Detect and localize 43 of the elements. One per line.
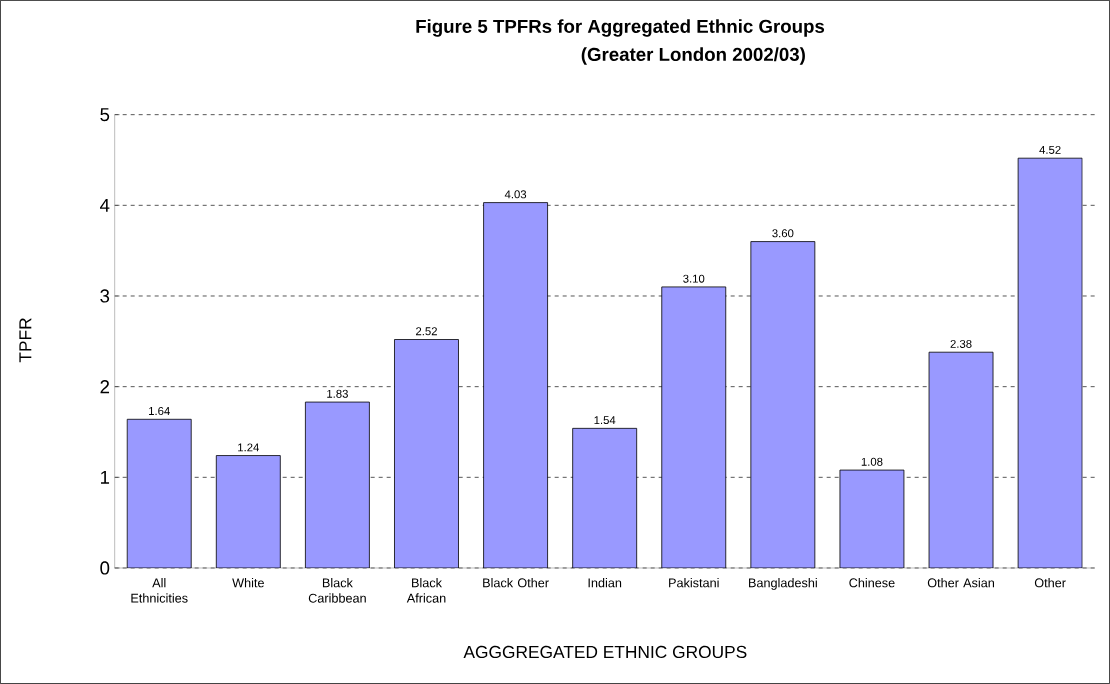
- bar: [839, 469, 905, 568]
- bar: [572, 427, 638, 568]
- y-tick-label: 3: [100, 289, 110, 303]
- data-label: 3.60: [772, 229, 794, 238]
- data-label: 4.52: [1039, 145, 1061, 154]
- x-tick-label: All Ethnicities: [131, 578, 188, 603]
- data-label: 2.38: [950, 339, 972, 348]
- x-tick-label: Pakistani: [669, 578, 719, 588]
- data-label: 1.64: [149, 407, 170, 416]
- y-tick-label: 5: [100, 108, 110, 122]
- x-tick-label: Black African: [406, 578, 446, 603]
- bar: [661, 286, 727, 568]
- y-axis-title: TPFR: [19, 318, 32, 363]
- x-tick-label: Indian: [588, 578, 622, 588]
- bar: [1017, 157, 1083, 568]
- data-label: 3.10: [683, 274, 705, 283]
- x-tick-label: Other Asian: [927, 578, 995, 588]
- bar: [126, 418, 192, 568]
- bar: [483, 202, 548, 568]
- data-label: 2.52: [416, 327, 437, 336]
- data-label: 4.03: [504, 190, 527, 199]
- y-tick-label: 2: [100, 380, 110, 394]
- bar: [215, 455, 281, 568]
- x-tick-label: White: [232, 578, 264, 588]
- bar: [750, 241, 816, 568]
- y-tick-label: 4: [100, 198, 110, 212]
- bar: [305, 401, 370, 568]
- chart-subtitle: (Greater London 2002/03): [581, 47, 805, 65]
- y-tick-label: 0: [100, 561, 110, 575]
- bar: [394, 339, 459, 568]
- x-tick-label: Chinese: [849, 578, 895, 588]
- x-tick-label: Black Other: [483, 578, 549, 588]
- data-label: 1.08: [861, 457, 883, 466]
- y-tick-label: 1: [101, 470, 110, 484]
- x-tick-label: Black Caribbean: [308, 578, 366, 603]
- data-label: 1.24: [238, 443, 260, 452]
- chart-title: Figure 5 TPFRs for Aggregated Ethnic Groups: [416, 19, 825, 37]
- x-tick-label: Bangladeshi: [749, 578, 817, 590]
- x-tick-label: Other: [1034, 578, 1066, 588]
- data-label: 1.83: [327, 389, 348, 398]
- bar: [928, 351, 994, 568]
- data-label: 1.54: [594, 416, 616, 425]
- x-axis-title: AGGGREGATED ETHNIC GROUPS: [463, 645, 747, 659]
